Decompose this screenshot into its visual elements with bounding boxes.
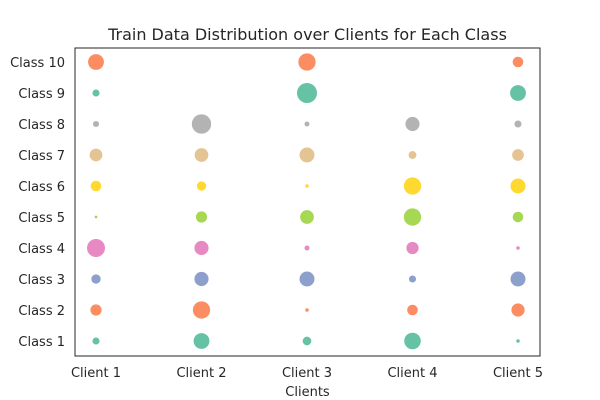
data-point	[516, 246, 520, 250]
x-tick-label: Client 1	[71, 366, 121, 381]
data-point	[305, 308, 309, 312]
data-point	[196, 181, 207, 191]
y-tick-label: Class 1	[18, 335, 65, 350]
data-point	[86, 238, 106, 258]
data-point	[88, 54, 104, 70]
x-tick-label: Client 3	[282, 366, 332, 381]
data-point	[92, 120, 100, 128]
plot-frame	[74, 47, 541, 357]
data-point	[511, 303, 525, 317]
data-point	[193, 333, 210, 349]
data-point	[299, 147, 315, 163]
data-point	[300, 210, 314, 224]
data-point	[510, 178, 526, 194]
data-point	[304, 121, 310, 127]
data-point	[194, 240, 209, 256]
y-tick-labels: Class 1 Class 2 Class 3 Class 4 Class 5 Class…	[10, 56, 65, 350]
y-tick-label: Class 7	[18, 149, 65, 164]
data-point	[305, 184, 309, 188]
x-tick-label: Client 4	[387, 366, 437, 381]
data-point	[304, 245, 310, 251]
data-point	[512, 149, 524, 161]
y-tick-label: Class 5	[18, 211, 65, 226]
data-point	[514, 120, 522, 128]
data-point	[512, 56, 524, 68]
y-tick-label: Class 6	[18, 180, 65, 195]
y-tick-label: Class 10	[10, 56, 65, 71]
chart-title: Train Data Distribution over Clients for…	[107, 25, 507, 44]
points-layer	[86, 53, 526, 350]
data-point	[405, 116, 420, 132]
data-point	[510, 85, 526, 101]
x-axis-label: Clients	[285, 385, 330, 400]
data-point	[407, 304, 418, 316]
data-point	[91, 274, 101, 284]
data-point	[516, 339, 520, 343]
data-point	[89, 148, 103, 162]
data-point	[94, 215, 98, 219]
data-point	[191, 114, 212, 134]
data-point	[299, 271, 315, 287]
data-point	[90, 180, 102, 192]
x-tick-labels: Client 1 Client 2 Client 3 Client 4 Client 5	[71, 366, 543, 381]
data-point	[192, 301, 211, 319]
data-point	[404, 332, 421, 350]
y-tick-label: Class 2	[18, 304, 65, 319]
data-point	[194, 271, 209, 287]
x-tick-label: Client 5	[493, 366, 543, 381]
data-point	[403, 177, 422, 195]
data-point	[195, 211, 208, 223]
y-tick-label: Class 3	[18, 273, 65, 288]
data-point	[302, 336, 312, 346]
data-point	[406, 241, 419, 255]
data-point	[408, 151, 417, 159]
data-point	[297, 83, 317, 103]
data-point	[512, 211, 524, 223]
y-tick-label: Class 4	[18, 242, 65, 257]
y-tick-label: Class 9	[18, 87, 65, 102]
data-point	[403, 208, 422, 226]
data-point	[298, 53, 316, 71]
data-point	[510, 271, 526, 287]
data-point	[408, 275, 417, 283]
data-point	[90, 304, 102, 316]
data-point	[194, 148, 209, 162]
x-tick-label: Client 2	[176, 366, 226, 381]
data-point	[92, 337, 100, 345]
data-point	[92, 89, 100, 97]
y-tick-label: Class 8	[18, 118, 65, 133]
